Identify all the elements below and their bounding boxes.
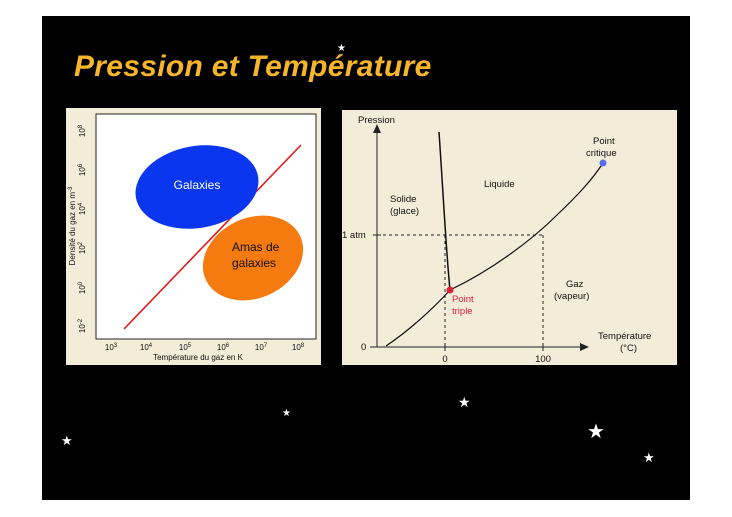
triple-point-label-line1: Point	[452, 294, 474, 305]
y-tick-label: 102	[78, 241, 87, 254]
x-axis-label: Température du gaz en K	[153, 353, 243, 362]
x-axis-label-line2: (°C)	[620, 343, 637, 354]
solid-gas-curve	[385, 289, 451, 347]
boundary-line	[123, 144, 302, 330]
galaxy-clusters-region	[202, 215, 304, 301]
x-tick-label: 105	[179, 343, 192, 352]
galaxies-label: Galaxies	[174, 178, 221, 192]
triple-point-marker	[446, 286, 454, 294]
y-axis-label: Pression	[358, 115, 395, 126]
solid-label-line2: (glace)	[390, 206, 419, 217]
x-tick-label: 104	[140, 343, 153, 352]
solid-liquid-curve	[438, 131, 451, 291]
x-axis-label-line1: Température	[598, 331, 651, 342]
critical-point-label-line2: critique	[586, 148, 617, 159]
solid-label-line1: Solide	[390, 194, 416, 205]
triple-point-label-line2: triple	[452, 306, 473, 317]
slide-title: Pression et Température	[74, 50, 432, 83]
y-tick-labels: 10-2 100 102 104 106 108	[78, 124, 87, 333]
y-tick-label: 10-2	[78, 318, 87, 333]
density-temperature-svg: 10-2 100 102 104 106 108 Densité du gaz …	[66, 108, 321, 365]
star-icon: ★	[587, 419, 605, 443]
galaxies-region	[135, 145, 259, 229]
phase-diagram-svg: Pression 1 atm 0 0 100 Température (°C) …	[342, 110, 677, 365]
x-tick-label: 106	[217, 343, 230, 352]
star-icon: ★	[458, 395, 471, 411]
gas-label-line1: Gaz	[566, 279, 584, 290]
y-zero-label: 0	[361, 342, 366, 353]
y-tick-label: 108	[78, 124, 87, 137]
galaxy-clusters-label-line2: galaxies	[232, 256, 276, 270]
y-axis-label: Densité du gaz en m-3	[68, 186, 77, 265]
star-icon: ★	[282, 408, 291, 419]
star-icon: ★	[337, 43, 346, 54]
x-tick-label: 108	[292, 343, 305, 352]
star-icon: ★	[61, 434, 73, 449]
critical-point-marker	[599, 159, 607, 167]
y-tick-label: 100	[78, 281, 87, 294]
y-tick-label: 104	[78, 202, 87, 215]
star-icon: ★	[643, 451, 655, 466]
one-atm-label: 1 atm	[342, 230, 366, 241]
liquid-label: Liquide	[484, 179, 515, 190]
y-tick-label: 106	[78, 163, 87, 176]
x-hundred-label: 100	[535, 354, 551, 365]
critical-point-label-line1: Point	[593, 136, 615, 147]
y-axis-arrow-icon	[373, 124, 381, 133]
phase-diagram: Pression 1 atm 0 0 100 Température (°C) …	[342, 110, 677, 365]
x-axis-arrow-icon	[580, 343, 589, 351]
x-tick-label: 103	[105, 343, 118, 352]
x-tick-label: 107	[255, 343, 268, 352]
x-tick-labels: 103 104 105 106 107 108	[105, 343, 305, 352]
density-temperature-chart: 10-2 100 102 104 106 108 Densité du gaz …	[66, 108, 321, 365]
gas-label-line2: (vapeur)	[554, 291, 589, 302]
x-zero-label: 0	[442, 354, 447, 365]
galaxy-clusters-label-line1: Amas de	[232, 240, 280, 254]
liquid-gas-curve	[449, 162, 604, 291]
